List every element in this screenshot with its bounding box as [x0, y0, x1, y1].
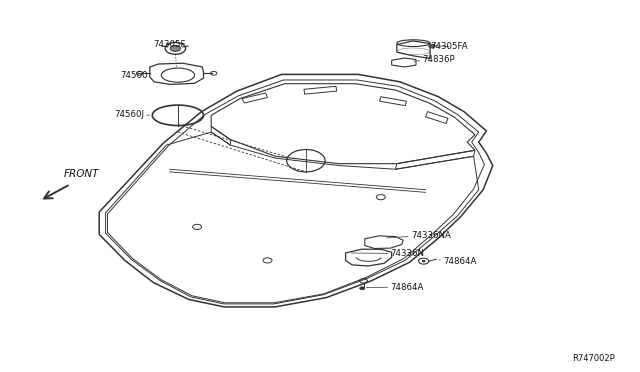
Text: 74864A: 74864A	[439, 257, 476, 266]
Text: 74836P: 74836P	[413, 55, 455, 64]
Text: 74560J: 74560J	[114, 110, 150, 119]
Text: 74560: 74560	[120, 71, 148, 80]
Text: FRONT: FRONT	[64, 169, 99, 179]
Circle shape	[429, 44, 435, 48]
Circle shape	[422, 260, 426, 262]
Text: 74336NA: 74336NA	[387, 231, 451, 240]
Text: 74336N: 74336N	[351, 249, 424, 258]
Circle shape	[170, 45, 180, 51]
Text: 74864A: 74864A	[366, 283, 424, 292]
Circle shape	[360, 287, 365, 290]
Text: R747002P: R747002P	[572, 354, 614, 363]
Text: 74305F: 74305F	[154, 40, 186, 49]
Text: 74305FA: 74305FA	[430, 42, 468, 51]
